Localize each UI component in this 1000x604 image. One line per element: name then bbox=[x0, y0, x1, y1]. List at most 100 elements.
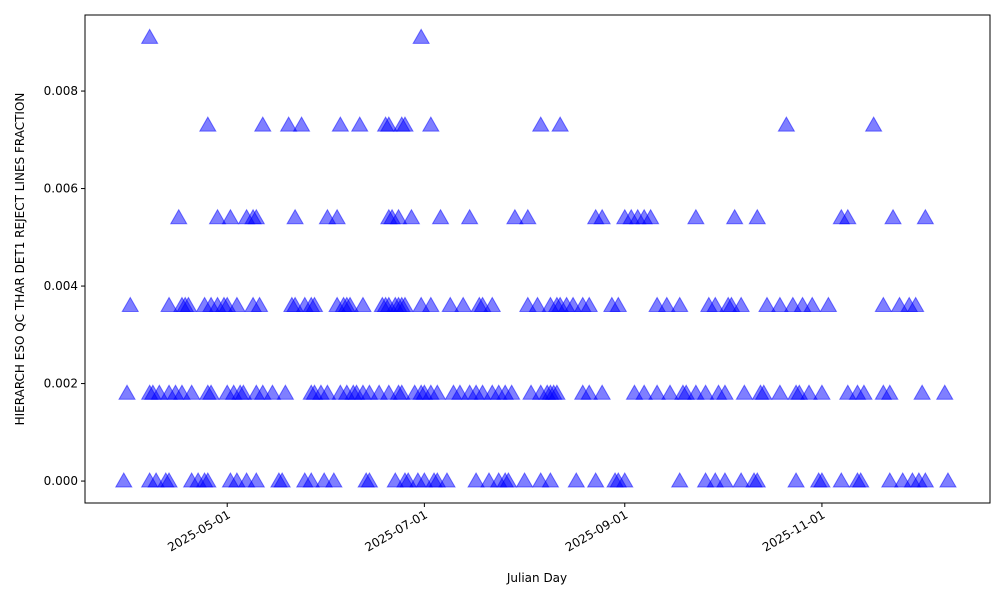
data-point bbox=[198, 116, 217, 132]
data-point bbox=[706, 296, 725, 313]
data-point bbox=[483, 296, 502, 313]
data-point bbox=[716, 472, 734, 488]
data-point bbox=[541, 472, 560, 488]
data-point bbox=[169, 208, 188, 225]
data-point bbox=[732, 296, 750, 313]
data-point bbox=[586, 472, 605, 488]
data-point bbox=[331, 116, 350, 132]
y-tick-label: 0.008 bbox=[44, 84, 78, 98]
data-point bbox=[771, 296, 789, 313]
data-point bbox=[325, 472, 343, 488]
data-point bbox=[247, 472, 266, 488]
data-point bbox=[253, 116, 272, 132]
data-point bbox=[864, 116, 883, 132]
data-point bbox=[725, 208, 744, 225]
data-point bbox=[548, 384, 566, 400]
data-point bbox=[787, 472, 805, 488]
data-point bbox=[499, 472, 518, 488]
data-point bbox=[160, 472, 178, 488]
data-point bbox=[609, 296, 628, 313]
data-point bbox=[777, 116, 796, 132]
data-point bbox=[328, 208, 346, 225]
data-point bbox=[732, 472, 750, 488]
data-point bbox=[263, 384, 282, 400]
data-point bbox=[506, 208, 524, 225]
data-point bbox=[838, 208, 857, 225]
data-point bbox=[431, 208, 450, 225]
data-point bbox=[716, 384, 734, 400]
data-point bbox=[160, 296, 178, 313]
data-point bbox=[318, 384, 337, 400]
data-point bbox=[354, 296, 372, 313]
data-point bbox=[140, 28, 159, 44]
data-point bbox=[438, 472, 456, 488]
data-point bbox=[118, 384, 136, 400]
data-point bbox=[276, 384, 295, 400]
data-point bbox=[670, 472, 689, 488]
data-point bbox=[735, 384, 754, 400]
data-point bbox=[286, 208, 304, 225]
data-point bbox=[832, 472, 851, 488]
y-axis-label: HIERARCH ESO QC THAR DET1 REJECT LINES F… bbox=[13, 93, 27, 426]
data-point bbox=[754, 384, 773, 400]
data-point bbox=[615, 472, 634, 488]
data-point bbox=[916, 472, 935, 488]
data-point bbox=[803, 296, 822, 313]
data-point bbox=[379, 116, 398, 132]
y-tick-label: 0.004 bbox=[44, 279, 78, 293]
data-point bbox=[748, 472, 767, 488]
data-point bbox=[939, 472, 957, 488]
data-point bbox=[657, 296, 676, 313]
x-axis-label: Julian Day bbox=[506, 571, 567, 585]
data-point bbox=[670, 296, 689, 313]
data-point bbox=[906, 296, 925, 313]
data-point bbox=[935, 384, 954, 400]
data-point bbox=[661, 384, 679, 400]
data-point bbox=[567, 472, 586, 488]
data-point bbox=[635, 384, 654, 400]
data-point bbox=[528, 296, 547, 313]
data-point bbox=[389, 208, 408, 225]
data-point bbox=[593, 208, 612, 225]
data-point bbox=[292, 116, 311, 132]
data-point bbox=[350, 116, 369, 132]
data-point bbox=[279, 116, 298, 132]
data-point bbox=[813, 472, 831, 488]
data-point bbox=[208, 208, 227, 225]
data-point bbox=[247, 208, 266, 225]
data-point bbox=[771, 384, 789, 400]
data-point bbox=[121, 296, 140, 313]
data-point bbox=[813, 384, 831, 400]
data-point bbox=[114, 472, 133, 488]
data-point bbox=[641, 208, 660, 225]
data-point bbox=[228, 296, 246, 313]
data-point bbox=[428, 384, 447, 400]
data-point bbox=[551, 116, 569, 132]
axes-frame bbox=[84, 14, 991, 504]
data-point bbox=[696, 384, 715, 400]
data-point bbox=[273, 472, 292, 488]
data-point bbox=[396, 296, 414, 313]
data-point bbox=[182, 384, 201, 400]
data-point bbox=[467, 472, 485, 488]
data-point bbox=[305, 296, 324, 313]
y-tick-label: 0.000 bbox=[44, 474, 78, 488]
data-point bbox=[392, 384, 411, 400]
data-point bbox=[302, 472, 321, 488]
data-point bbox=[874, 296, 893, 313]
data-point bbox=[913, 384, 931, 400]
data-point bbox=[198, 472, 217, 488]
data-point bbox=[880, 472, 899, 488]
data-point bbox=[402, 208, 421, 225]
data-point bbox=[441, 296, 460, 313]
data-point bbox=[855, 384, 873, 400]
y-tick-label: 0.002 bbox=[44, 377, 78, 391]
data-point bbox=[580, 296, 599, 313]
data-point bbox=[748, 208, 767, 225]
data-point bbox=[250, 296, 269, 313]
data-point bbox=[531, 116, 550, 132]
data-point bbox=[593, 384, 612, 400]
data-point bbox=[454, 296, 473, 313]
